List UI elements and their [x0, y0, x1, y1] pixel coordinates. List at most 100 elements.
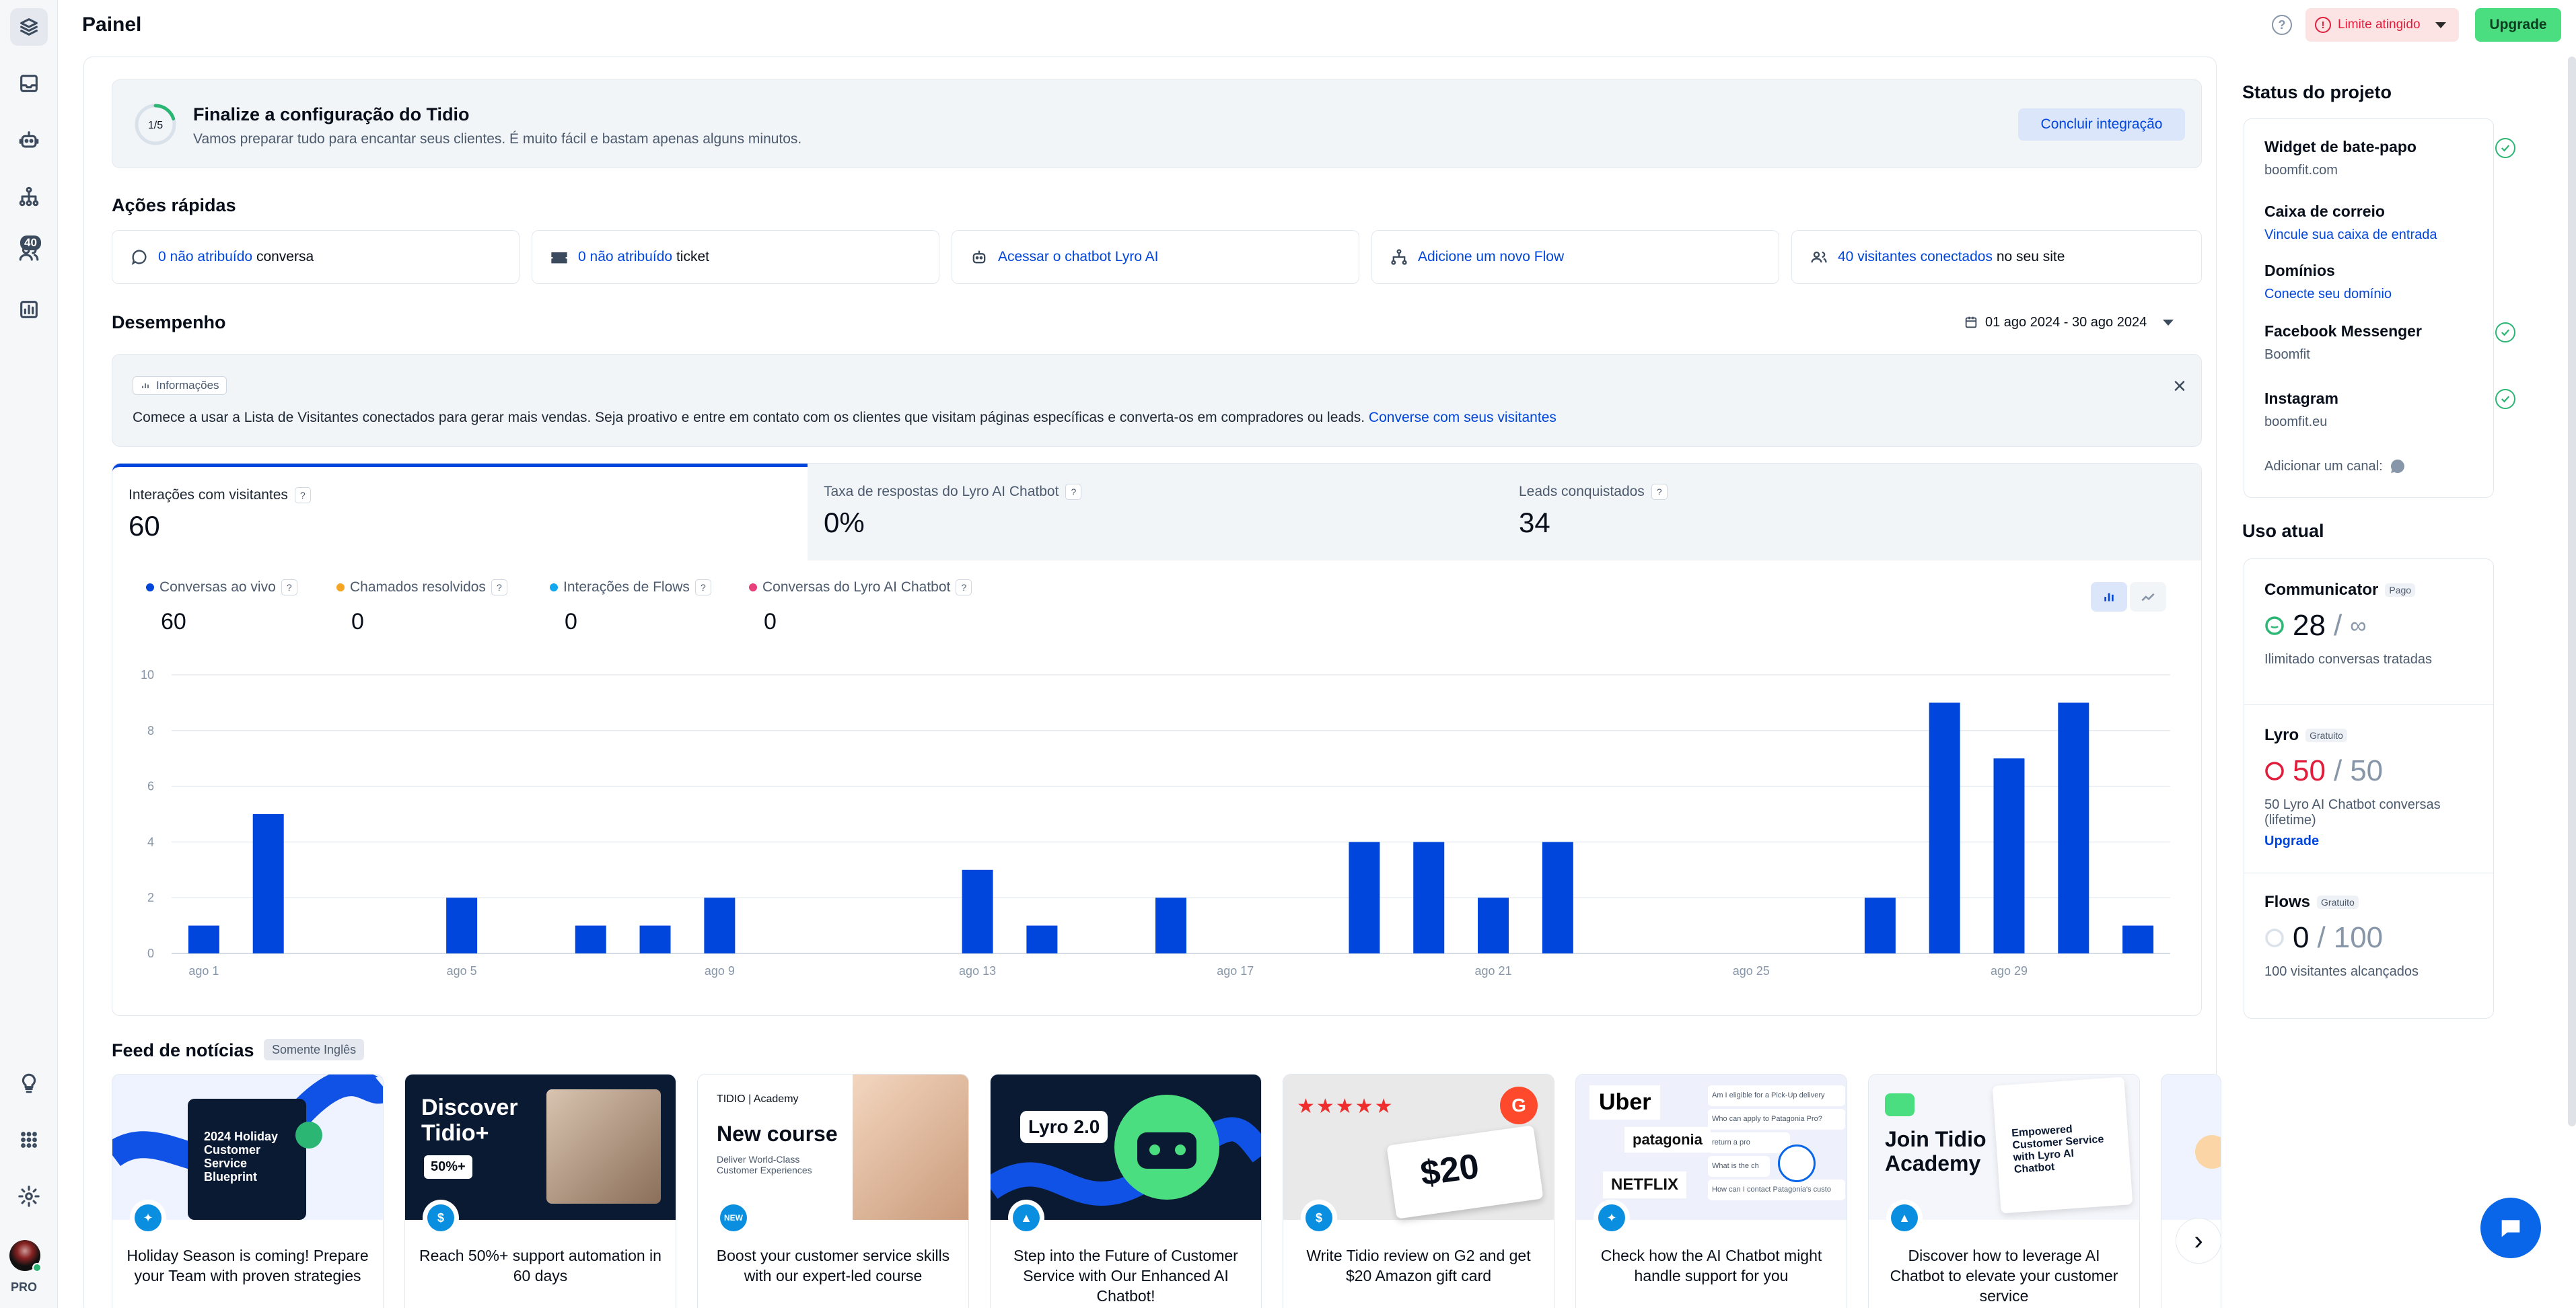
ticket-icon [551, 252, 567, 264]
status-item-mailbox[interactable]: Caixa de correio Vincule sua caixa de ent… [2264, 203, 2437, 243]
card-image: Uber patagonia NETFLIX Am I eligible for… [1576, 1075, 1847, 1220]
card-illustration [112, 1075, 383, 1220]
quick-action-unassigned-ticket[interactable]: 0 não atribuído ticket [532, 230, 939, 284]
news-next-button[interactable]: › [2176, 1218, 2221, 1264]
chart-bar[interactable] [1993, 758, 2025, 953]
news-card[interactable]: Discover Tidio+ 50%+ $ Reach 50%+ suppor… [404, 1074, 676, 1308]
limit-reached-button[interactable]: ! Limite atingido [2305, 8, 2459, 42]
bot-icon [1778, 1144, 1816, 1182]
line-chart-toggle[interactable] [2130, 582, 2166, 612]
status-item-widget[interactable]: Widget de bate-papo boomfit.com [2264, 138, 2417, 178]
status-item-messenger[interactable]: Facebook Messenger Boomfit [2264, 322, 2422, 363]
gear-icon[interactable] [10, 1177, 48, 1215]
help-icon[interactable]: ? [294, 487, 311, 503]
chart-icon [142, 383, 149, 388]
card-image-text: Lyro 2.0 [1020, 1111, 1108, 1143]
flows-icon[interactable] [10, 178, 48, 215]
upgrade-button[interactable]: Upgrade [2475, 8, 2561, 42]
quick-action-link[interactable]: Acessar o chatbot Lyro AI [998, 249, 1159, 264]
x-tick-label: ago 21 [1475, 964, 1512, 978]
chart-bar[interactable] [1542, 842, 1573, 953]
status-item-domains[interactable]: Domínios Conecte seu domínio [2264, 262, 2392, 302]
chart-bar[interactable] [252, 814, 284, 953]
analytics-icon[interactable] [10, 291, 48, 328]
chart-bar[interactable] [704, 898, 736, 953]
help-icon[interactable]: ? [2272, 15, 2292, 35]
usage-name: Lyro [2264, 726, 2299, 744]
quick-action-visitors[interactable]: 40 visitantes conectados no seu site [1791, 230, 2202, 284]
usage-ring-icon [2265, 616, 2284, 635]
status-item-link[interactable]: Vincule sua caixa de entrada [2264, 227, 2437, 242]
x-tick-label: ago 17 [1217, 964, 1254, 978]
quick-action-link[interactable]: 40 visitantes conectados [1838, 249, 1993, 264]
chart-bar[interactable] [446, 898, 478, 953]
help-icon[interactable]: ? [491, 579, 507, 595]
news-card[interactable]: Uber patagonia NETFLIX Am I eligible for… [1575, 1074, 1847, 1308]
news-card[interactable]: ★★★★★ G $20 $ Write Tidio review on G2 a… [1283, 1074, 1554, 1308]
status-item-sub: boomfit.com [2264, 163, 2338, 178]
status-item-link[interactable]: Conecte seu domínio [2264, 287, 2392, 301]
bar-chart-toggle[interactable] [2091, 582, 2127, 612]
chart-bar[interactable] [962, 869, 993, 953]
tab-leads[interactable]: Leads conquistados? 34 [1503, 464, 2198, 560]
tab-value: 34 [1519, 507, 1550, 538]
news-card[interactable]: TIDIO | Academy New course Deliver World… [697, 1074, 969, 1308]
info-link[interactable]: Converse com seus visitantes [1368, 410, 1557, 425]
legend-flows[interactable]: Interações de Flows? [550, 579, 711, 595]
usage-desc: 100 visitantes alcançados [2264, 964, 2419, 979]
chart-bar[interactable] [1478, 898, 1509, 953]
chart-bar[interactable] [1929, 702, 1960, 953]
cap-icon: ▲ [1008, 1200, 1044, 1236]
bulb-icon: ✦ [1594, 1200, 1630, 1236]
tab-visitor-interactions[interactable]: Interações com visitantes? 60 [112, 464, 808, 560]
help-icon[interactable]: ? [281, 579, 297, 595]
quick-action-link[interactable]: 0 não atribuído [158, 249, 253, 264]
question-item: How can I contact Patagonia's custo [1708, 1179, 1845, 1200]
inbox-icon[interactable] [10, 65, 48, 102]
chart-bar[interactable] [1155, 898, 1186, 953]
chart-bar[interactable] [1864, 898, 1896, 953]
complete-integration-button[interactable]: Concluir integração [2018, 108, 2185, 141]
bot-icon[interactable] [10, 121, 48, 159]
help-icon[interactable]: ? [956, 579, 972, 595]
chart-bar[interactable] [1026, 925, 1058, 953]
help-icon[interactable]: ? [694, 579, 711, 595]
help-icon[interactable]: ? [1065, 484, 1082, 500]
chart-bar[interactable] [1413, 842, 1445, 953]
chart-bar[interactable] [575, 925, 606, 953]
chat-widget-button[interactable] [2480, 1198, 2541, 1258]
quick-action-lyro[interactable]: Acessar o chatbot Lyro AI [952, 230, 1359, 284]
news-card[interactable]: 2024 Holiday Customer Service Blueprint … [112, 1074, 384, 1308]
x-tick-label: ago 9 [705, 964, 735, 978]
add-channel[interactable]: Adicionar um canal: [2264, 458, 2406, 474]
tab-lyro-response-rate[interactable]: Taxa de respostas do Lyro AI Chatbot? 0% [808, 464, 1503, 560]
chart-bar[interactable] [1349, 842, 1380, 953]
date-range-picker[interactable]: 01 ago 2024 - 30 ago 2024 [1953, 307, 2202, 338]
page-scrollbar[interactable] [2568, 57, 2576, 1126]
legend-lyro[interactable]: Conversas do Lyro AI Chatbot? [749, 579, 972, 595]
help-icon[interactable]: ? [1651, 484, 1668, 500]
whatsapp-icon[interactable] [2390, 458, 2406, 474]
quick-action-new-flow[interactable]: Adicione um novo Flow [1371, 230, 1779, 284]
apps-icon[interactable] [10, 1121, 48, 1159]
close-icon[interactable]: × [2173, 373, 2186, 399]
chart-bar[interactable] [188, 925, 219, 953]
quick-action-unassigned-chat[interactable]: 0 não atribuído conversa [112, 230, 520, 284]
chart-bar[interactable] [2122, 925, 2154, 953]
visitors-badge: 40 [20, 235, 41, 250]
home-icon[interactable] [10, 8, 48, 46]
bar-chart: 0 2 4 6 8 10 ago 1 ago 5 ago 9 ago 13 ago 17 ago 21… [141, 668, 2170, 978]
quick-action-link[interactable]: 0 não atribuído [578, 249, 673, 264]
news-card-partial[interactable] [2161, 1074, 2221, 1308]
legend-live-chats[interactable]: Conversas ao vivo? [146, 579, 297, 595]
setup-progress-ring: 1/5 [135, 104, 176, 145]
chart-bar[interactable] [639, 925, 671, 953]
news-card[interactable]: Lyro 2.0 ▲ Step into the Future of Custo… [990, 1074, 1262, 1308]
bulb-icon[interactable] [10, 1064, 48, 1102]
status-item-instagram[interactable]: Instagram boomfit.eu [2264, 390, 2338, 430]
news-card[interactable]: Join Tidio Academy Empowered Customer Se… [1868, 1074, 2140, 1308]
quick-action-link[interactable]: Adicione um novo Flow [1418, 249, 1565, 264]
chart-bar[interactable] [2058, 702, 2089, 953]
legend-resolved[interactable]: Chamados resolvidos? [336, 579, 507, 595]
lyro-upgrade-link[interactable]: Upgrade [2264, 834, 2320, 848]
